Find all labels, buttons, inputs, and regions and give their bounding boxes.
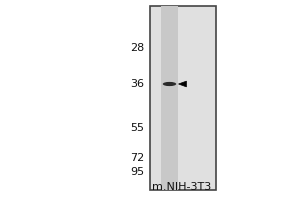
Ellipse shape [163,82,176,86]
Bar [150,6,216,190]
Text: m.NIH-3T3: m.NIH-3T3 [152,182,211,192]
Polygon shape [178,81,186,87]
Text: 55: 55 [130,123,144,133]
Text: 36: 36 [130,79,144,89]
Text: 72: 72 [130,153,144,163]
Text: 95: 95 [130,167,144,177]
Bar [161,6,178,190]
Text: 28: 28 [130,43,144,53]
